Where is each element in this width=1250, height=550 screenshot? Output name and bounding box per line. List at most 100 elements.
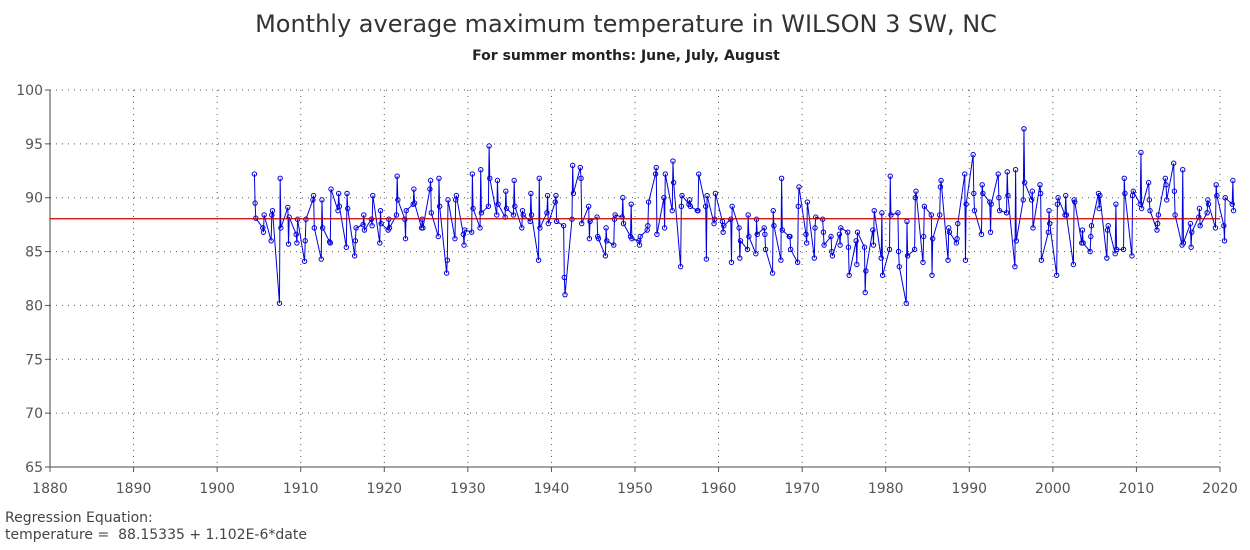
data-point [511,177,517,184]
data-point [403,207,409,214]
data-point [1171,188,1178,194]
data-point [293,231,299,238]
data-point [1138,149,1144,156]
data-point [1180,167,1186,173]
data-point [837,242,843,248]
data-point [879,272,886,278]
data-point [528,212,535,218]
data-point [494,177,501,184]
data-point [896,263,902,270]
data-point [921,203,928,210]
data-point [1155,212,1162,218]
data-point [911,246,918,253]
data-point [462,227,468,233]
data-point [586,235,593,242]
data-point [585,203,592,210]
data-point [821,242,827,248]
data-point [887,173,893,179]
data-point [1204,210,1210,216]
x-tick-label: 1910 [283,481,319,497]
data-point [955,220,961,227]
data-point [987,229,994,235]
data-point [753,251,759,257]
data-point [544,210,550,216]
data-point [979,182,985,188]
data-point [1080,240,1086,246]
data-point [377,240,383,246]
data-point [370,192,376,199]
data-point [728,259,735,266]
data-point [393,212,400,218]
data-point [1021,126,1027,132]
data-point [579,220,585,227]
data-point [495,201,501,207]
data-point [269,207,276,214]
data-point [645,199,652,205]
data-point [1113,246,1120,253]
data-point [276,300,283,306]
data-point [535,257,542,263]
data-point [344,190,350,197]
x-tick-label: 1900 [199,481,235,497]
data-point [443,270,450,276]
data-point [1122,190,1128,197]
data-point [636,242,643,248]
x-ticks: 1880 1890 1900 1910 1920 1930 1940 1950 1960 1970… [32,481,1238,497]
x-tick-label: 1930 [450,481,486,497]
y-tick-label: 95 [25,137,43,153]
data-point [737,238,744,244]
data-point [503,205,510,212]
data-point [938,177,944,184]
data-point [428,210,434,216]
data-point [445,197,451,203]
data-point [744,246,751,253]
data-point [1072,199,1078,205]
data-point [637,233,643,240]
data-point [645,223,651,229]
chart-subtitle: For summer months: June, July, August [472,48,780,64]
data-point [778,175,785,182]
data-point [778,257,784,263]
data-point [670,179,677,186]
data-point [327,240,334,246]
data-point [1097,192,1103,199]
data-point [378,220,384,227]
data-point [411,200,418,206]
data-point [301,258,308,264]
data-point [512,203,518,210]
chart-title: Monthly average maximum temperature in W… [255,10,997,38]
data-point [1012,263,1018,270]
data-point [904,253,911,259]
data-point [569,162,576,169]
data-point [1180,240,1187,246]
data-point [937,184,944,190]
data-point [328,186,334,192]
data-point [1146,197,1153,203]
data-point [487,175,493,182]
data-point [686,197,693,203]
data-point [452,235,458,242]
data-point [285,241,292,247]
data-point [1130,188,1136,194]
regression-equation: temperature = 88.15335 + 1.102E-6*date [5,527,307,543]
data-point [319,225,326,231]
data-point [1222,195,1228,201]
data-point [319,197,325,203]
data-point [1145,179,1152,186]
data-point [1170,160,1177,166]
data-point [1037,182,1043,188]
data-point [436,203,443,210]
data-point [988,201,994,207]
data-point [1030,225,1036,231]
data-point [854,261,860,268]
data-point [920,233,927,240]
data-point [468,229,475,235]
data-point [361,227,368,233]
data-point [351,253,358,259]
y-tick-label: 75 [25,352,43,368]
data-point [560,223,567,229]
data-point [679,192,685,199]
data-points [251,126,1237,306]
data-point [936,212,943,218]
data-point [962,257,969,263]
